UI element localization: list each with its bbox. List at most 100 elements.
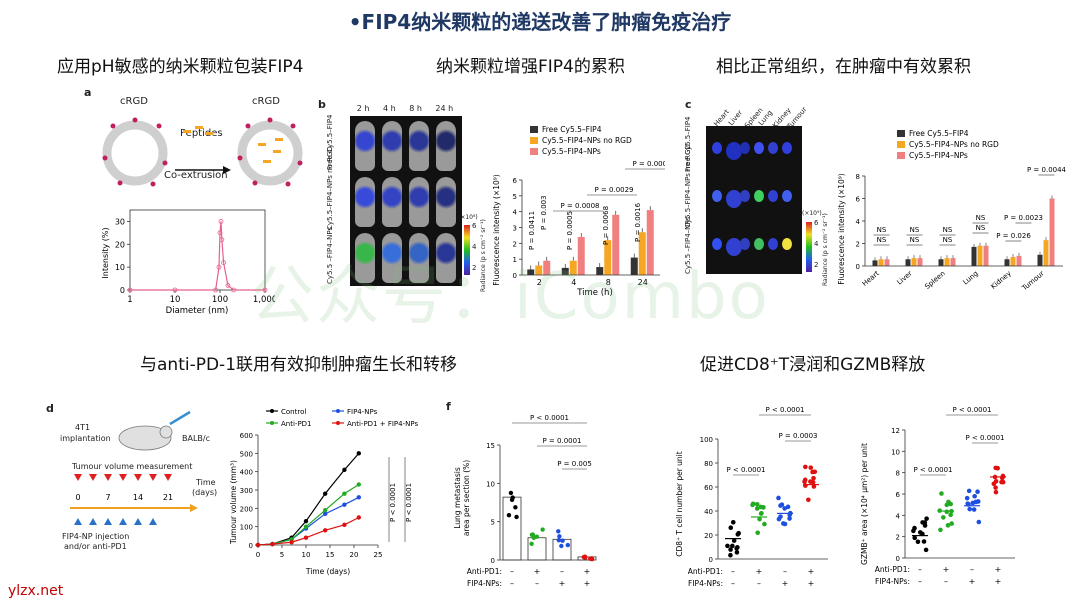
panel-c-scale-6: 6 xyxy=(814,219,819,227)
legend-marker xyxy=(270,409,274,413)
panel-a-size-chart: 0 10 20 30 1 10 100 1,000 Intensity (%) Diamete… xyxy=(101,209,275,315)
panel-b-scale-unit: (×10⁸) xyxy=(458,214,478,221)
size-point xyxy=(127,287,133,293)
growth-point xyxy=(270,541,275,547)
day-tick-label: 7 xyxy=(105,493,110,502)
size-point xyxy=(221,260,226,265)
bar xyxy=(1049,198,1055,266)
growth-point xyxy=(289,540,294,545)
data-dot xyxy=(944,509,950,515)
p-value-label: P = 0.0023 xyxy=(1004,214,1043,222)
p-value-label: P = 0.0044 xyxy=(1027,166,1067,174)
bar xyxy=(905,259,911,266)
legend-label: Control xyxy=(281,408,306,416)
data-dot xyxy=(972,493,977,499)
organ-image xyxy=(712,190,722,202)
legend-swatch xyxy=(530,137,538,144)
panel-d-letter: d xyxy=(46,402,54,415)
injection-marker xyxy=(89,518,97,525)
data-dot xyxy=(803,464,808,470)
b-ytick-label: 6 xyxy=(513,177,518,185)
data-dot xyxy=(731,538,737,543)
p-value-label: P = 0.0029 xyxy=(594,186,633,194)
section-title-2: 纳米颗粒增强FIP4的累积 xyxy=(436,57,625,77)
b-xtick-label: 2 xyxy=(537,278,542,287)
ivis-mouse xyxy=(436,177,456,227)
data-dot xyxy=(993,485,998,490)
data-dot xyxy=(945,523,951,528)
measurement-marker xyxy=(89,474,97,481)
growth-point xyxy=(356,451,361,456)
data-dot xyxy=(754,506,760,511)
cd8-dot-chart: 0 20 40 60 80 100 P < 0.0001 P = 0.0003 P < 0.0… xyxy=(675,406,828,588)
panel-b-scale-4: 4 xyxy=(472,243,477,251)
data-dot xyxy=(1000,473,1006,479)
data-dot xyxy=(806,497,811,503)
panel-d-schematic: 0 7 14 21 xyxy=(70,410,198,525)
treatment-sign: + xyxy=(808,567,815,576)
data-dot xyxy=(995,465,1000,471)
organ-image xyxy=(768,190,778,202)
d-xtick-label: 0 xyxy=(256,551,260,559)
a-ytick-label: 20 xyxy=(115,240,125,249)
data-dot xyxy=(762,521,767,527)
ivis-mouse xyxy=(355,233,375,283)
slide-title: •FIP4纳米颗粒的递送改善了肿瘤免疫治疗 xyxy=(348,10,732,34)
treatment-sign: – xyxy=(560,567,564,576)
d-xtick-label: 20 xyxy=(350,551,359,559)
f-ytick-label: 5 xyxy=(491,519,495,527)
p-value-label: NS xyxy=(943,236,953,244)
bar xyxy=(543,260,551,275)
a-xtick-label: 100 xyxy=(212,295,228,305)
data-dot xyxy=(581,554,587,560)
data-dot xyxy=(810,479,816,485)
data-dot xyxy=(514,514,519,520)
panel-d-xlabel: Time (days) xyxy=(305,567,350,576)
panel-a-schematic xyxy=(102,117,303,187)
data-dot xyxy=(508,490,514,496)
d-ytick-label: 500 xyxy=(240,450,253,458)
site-label: ylzx.net xyxy=(8,583,64,599)
data-dot xyxy=(755,530,761,536)
panel-b-timepoints: 2 h 4 h 8 h 24 h xyxy=(350,104,460,113)
treatment-sign: – xyxy=(731,579,735,588)
panel-b-ivis-images xyxy=(350,116,462,286)
d-ytick-label: 200 xyxy=(240,505,253,513)
data-dot xyxy=(529,541,534,546)
bar xyxy=(638,232,646,275)
p-value-label: P = 0.005 xyxy=(557,460,592,468)
panel-a-xlabel: Diameter (nm) xyxy=(166,306,229,315)
treatment-sign: + xyxy=(584,567,591,576)
b-ytick-label: 5 xyxy=(513,193,517,201)
data-dot xyxy=(735,532,741,537)
b-xtick-label: 8 xyxy=(606,278,611,287)
d-ytick-label: 600 xyxy=(240,432,253,440)
time-8h: 8 h xyxy=(409,104,422,113)
panel-b-row-norgd: Cy5.5–FIP4–NPs no RGD xyxy=(326,146,334,230)
c-xtick-label: Lung xyxy=(962,269,980,286)
measurement-marker xyxy=(164,474,172,481)
c-ytick-label: 2 xyxy=(856,241,860,249)
panel-c-scale-4: 4 xyxy=(814,240,819,248)
watermark: 公众号：iCombo xyxy=(250,260,770,334)
data-dot xyxy=(730,520,736,525)
data-dot xyxy=(778,503,783,508)
bar xyxy=(535,265,543,275)
panel-d-measure: Tumour volume measurement xyxy=(72,462,193,471)
gz-ytick-label: 8 xyxy=(896,470,900,478)
panel-a-peptides: Peptides xyxy=(180,128,223,139)
data-dot xyxy=(921,539,927,544)
legend-swatch xyxy=(897,130,905,137)
f-ytick-label: 0 xyxy=(491,557,495,565)
p-value-label: P = 0.0016 xyxy=(634,202,642,242)
data-dot xyxy=(993,489,999,495)
day-tick-label: 21 xyxy=(163,493,173,502)
legend-label: Free Cy5.5–FIP4 xyxy=(909,129,969,138)
a-ytick-label: 10 xyxy=(115,263,125,272)
panel-d-days: (days) xyxy=(192,488,218,497)
metastasis-bar xyxy=(502,496,522,561)
injection-marker xyxy=(74,518,82,525)
size-point xyxy=(217,230,223,236)
bar xyxy=(577,237,585,275)
panel-f-letter: f xyxy=(446,400,451,413)
